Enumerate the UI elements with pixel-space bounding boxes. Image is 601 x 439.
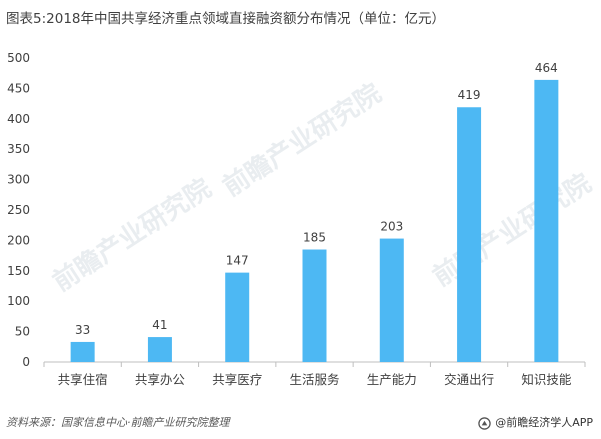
y-tick-label: 400 xyxy=(7,112,30,126)
data-label: 419 xyxy=(458,88,481,102)
chart-title: 图表5:2018年中国共享经济重点领域直接融资额分布情况（单位：亿元） xyxy=(6,11,445,27)
brand-label: @前瞻经济学人APP xyxy=(495,416,593,429)
y-tick-label: 50 xyxy=(15,325,30,339)
bar xyxy=(147,337,172,362)
x-tick-label: 生产能力 xyxy=(367,372,417,387)
data-label: 33 xyxy=(75,323,90,337)
data-label: 147 xyxy=(226,254,249,268)
x-tick-label: 共享住宿 xyxy=(58,372,108,387)
y-tick-label: 150 xyxy=(7,264,30,278)
x-tick-label: 共享办公 xyxy=(135,372,186,387)
x-tick-label: 交通出行 xyxy=(444,372,494,387)
data-label: 185 xyxy=(303,231,326,245)
bar xyxy=(379,238,404,362)
brand-logo-icon xyxy=(478,416,491,430)
data-label: 203 xyxy=(380,220,403,234)
x-tick-label: 生活服务 xyxy=(289,372,339,387)
bar xyxy=(70,341,95,362)
x-tick-label: 共享医疗 xyxy=(212,372,262,387)
source-note: 资料来源：国家信息中心·前瞻产业研究院整理 xyxy=(6,416,230,429)
y-tick-label: 350 xyxy=(7,142,30,156)
y-tick-label: 500 xyxy=(7,51,30,65)
y-tick-label: 300 xyxy=(7,173,30,187)
brand-credit: @前瞻经济学人APP xyxy=(478,412,593,434)
y-tick-label: 100 xyxy=(7,294,30,308)
y-tick-label: 0 xyxy=(22,355,30,369)
y-tick-label: 200 xyxy=(7,233,30,247)
bar xyxy=(302,249,327,362)
bar xyxy=(534,79,559,362)
y-tick-label: 450 xyxy=(7,81,30,95)
x-tick-label: 知识技能 xyxy=(521,372,572,387)
y-tick-label: 250 xyxy=(7,203,30,217)
data-label: 41 xyxy=(152,318,167,332)
data-label: 464 xyxy=(535,61,558,75)
bar xyxy=(457,107,482,362)
bar xyxy=(225,272,250,362)
